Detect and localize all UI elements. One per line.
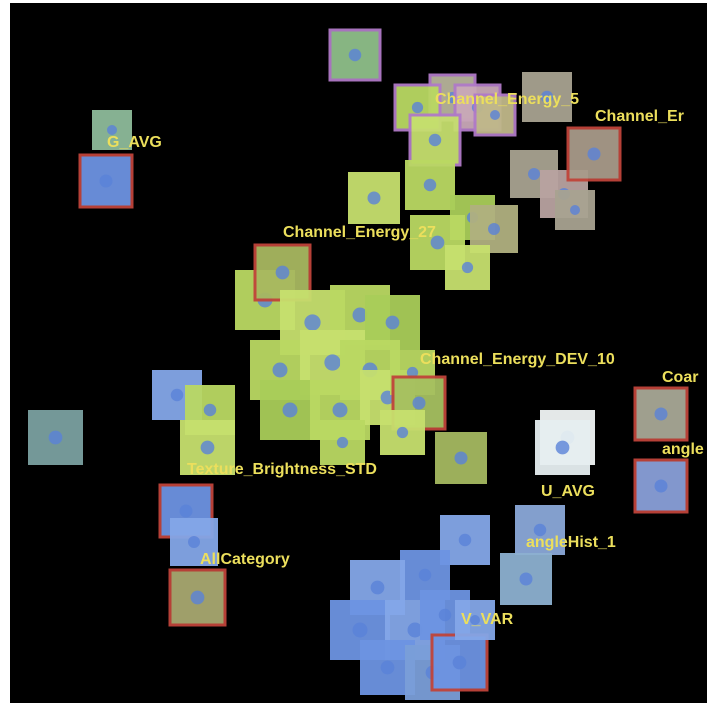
thumbnail-center	[430, 235, 445, 250]
thumbnail-center	[203, 403, 217, 417]
thumbnail-center	[48, 430, 63, 445]
cluster-label: Channel_Energy_5	[435, 91, 579, 108]
thumbnail-center	[179, 504, 193, 518]
cluster-label: Channel_Energy_DEV_10	[420, 351, 615, 368]
cluster-label: AllCategory	[200, 551, 290, 568]
labels: Channel_Energy_5 Channel_Er G_AVG Channel_E…	[107, 91, 704, 628]
thumbnail-center	[99, 174, 113, 188]
thumbnail-center	[336, 436, 349, 449]
thumbnail-center	[528, 168, 540, 180]
thumbnail-center	[555, 440, 570, 455]
thumbnail-center	[488, 223, 500, 235]
thumbnail-center	[418, 568, 432, 582]
thumbnail-center	[200, 440, 215, 455]
thumbnail-center	[282, 402, 298, 418]
thumbnail-center	[452, 655, 467, 670]
thumbnail-center	[380, 660, 395, 675]
thumbnail-center	[107, 125, 117, 135]
thumbnail-center	[170, 388, 184, 402]
cluster-label: U_AVG	[541, 483, 595, 500]
cluster-label: Coar	[662, 369, 698, 386]
thumbnail-center	[304, 314, 321, 331]
thumbnail-center	[587, 147, 601, 161]
thumbnail-center	[348, 48, 362, 62]
thumbnail-center	[423, 178, 437, 192]
cluster-label: V_VAR	[461, 611, 514, 628]
thumbnail-center	[519, 572, 533, 586]
thumbnail-center	[352, 622, 368, 638]
thumbnail-center	[396, 426, 409, 439]
thumbnail-center	[407, 622, 423, 638]
thumbnail-center	[654, 407, 668, 421]
thumbnail-center	[411, 101, 424, 114]
thumbnail-center	[654, 479, 668, 493]
thumbnail-center	[490, 110, 500, 120]
cluster-label: Channel_Er	[595, 108, 684, 125]
thumbnail-center	[370, 580, 385, 595]
thumbnail-center	[470, 615, 480, 625]
thumbnail-center	[570, 205, 580, 215]
thumbnail-center	[352, 307, 368, 323]
thumbnail-center	[406, 366, 419, 379]
thumbnail-center	[385, 315, 400, 330]
thumbnail-center	[533, 523, 547, 537]
thumbnail-center	[188, 536, 200, 548]
thumbnail-center	[438, 608, 452, 622]
thumbnail-center	[458, 533, 472, 547]
thumbnail-center	[332, 402, 348, 418]
thumbnail-center	[190, 590, 205, 605]
thumbnail-center	[272, 362, 288, 378]
thumbnail-center	[275, 265, 290, 280]
thumbnail-center	[461, 261, 474, 274]
cluster-label: G_AVG	[107, 134, 162, 151]
thumbnail-center	[367, 191, 381, 205]
thumbnail-center	[540, 90, 554, 104]
cluster-label: angleHist_1	[526, 534, 616, 551]
thumbnail-center	[324, 354, 341, 371]
cluster-label: Texture_Brightness_STD	[187, 461, 377, 478]
thumbnails	[28, 28, 689, 700]
cluster-label: angle	[662, 441, 704, 458]
thumbnail-center	[428, 133, 442, 147]
thumbnail-center	[454, 451, 468, 465]
thumbnail-center	[412, 396, 426, 410]
cluster-label: Channel_Energy_27	[283, 224, 436, 241]
